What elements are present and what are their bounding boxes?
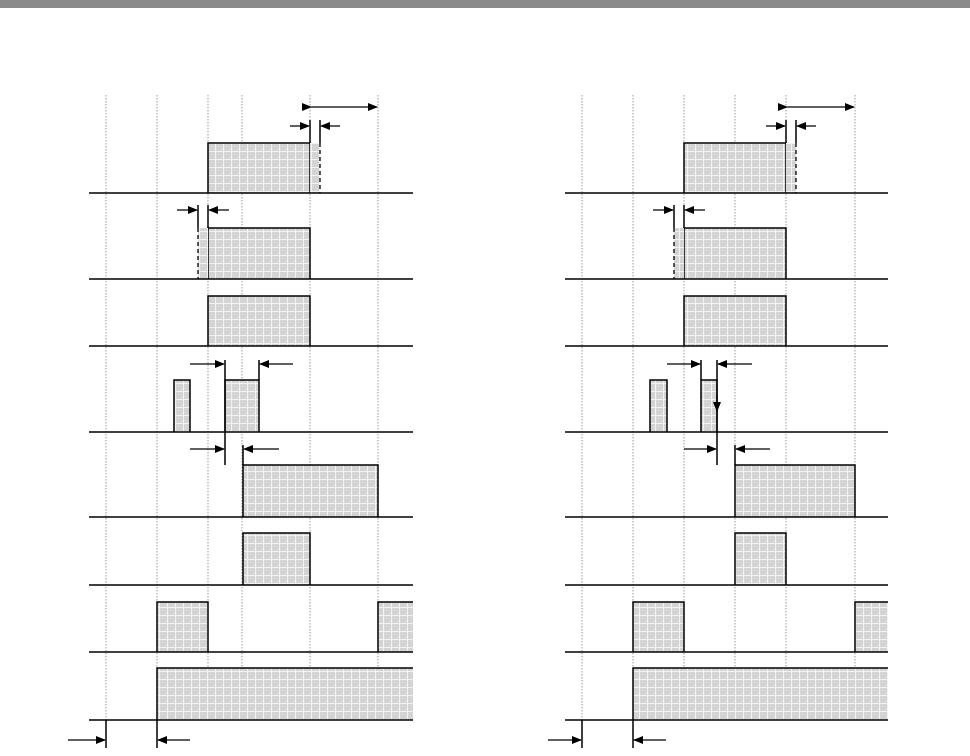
pulse-fill: [378, 602, 413, 652]
pulse-fill: [157, 668, 413, 720]
pulse-outline: [854, 601, 888, 652]
pulse-fill: [684, 296, 786, 346]
pulse-fill: [735, 465, 855, 517]
pulse-fill: [208, 296, 310, 346]
pulse-outline: [156, 667, 413, 720]
pulse-outline: [173, 379, 191, 432]
dashed-extension-fill: [674, 228, 684, 279]
pulse-outline: [207, 295, 311, 346]
pulse-fill: [735, 533, 786, 585]
pulse-fill: [684, 143, 786, 193]
top-bar: [0, 0, 970, 8]
pulse-fill: [684, 228, 786, 279]
pulse-outline: [377, 601, 413, 652]
pulse-outline: [156, 601, 209, 652]
dashed-extension-fill: [310, 143, 320, 193]
pulse-fill: [633, 668, 888, 720]
pulse-fill: [243, 465, 378, 517]
pulse-outline: [632, 667, 888, 720]
pulse-outline: [242, 532, 311, 585]
pulse-fill: [208, 228, 310, 279]
pulse-fill: [225, 380, 259, 432]
pulse-fill: [208, 143, 310, 193]
timing-diagram-left: [68, 95, 413, 748]
dashed-extension-fill: [786, 143, 796, 193]
pulse-fill: [633, 602, 684, 652]
timing-diagram-right: [548, 95, 888, 748]
pulse-fill: [174, 380, 190, 432]
pulse-outline: [734, 464, 856, 517]
pulse-fill: [157, 602, 208, 652]
pulse-fill: [701, 380, 717, 432]
pulse-outline: [734, 532, 787, 585]
pulse-fill: [243, 533, 310, 585]
pulse-fill: [650, 380, 667, 432]
dashed-extension-fill: [198, 228, 208, 279]
pulse-outline: [632, 601, 685, 652]
pulse-outline: [242, 464, 379, 517]
pulse-outline: [649, 379, 668, 432]
pulse-outline: [683, 295, 787, 346]
pulse-fill: [855, 602, 888, 652]
